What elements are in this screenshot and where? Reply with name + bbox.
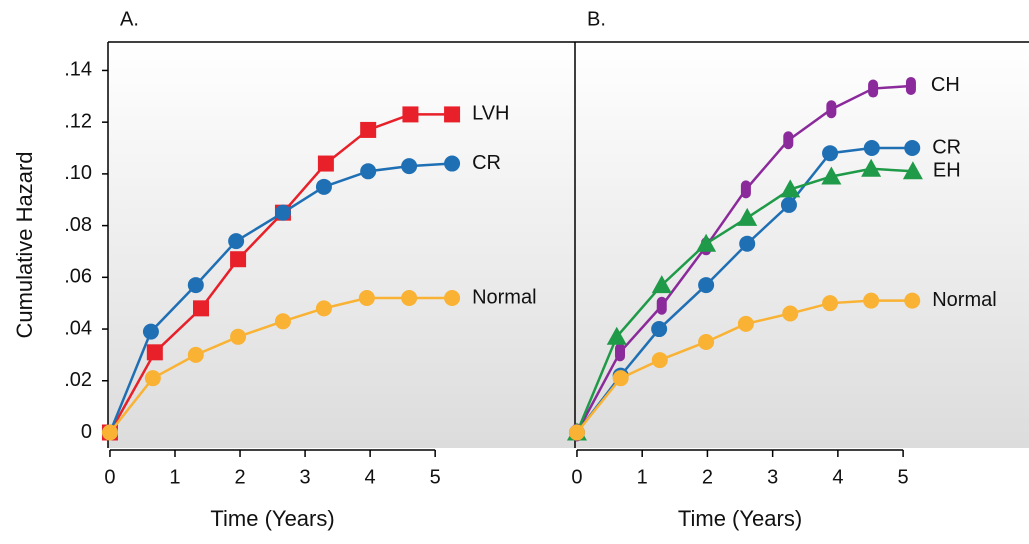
plot-background <box>108 42 575 448</box>
x-tick-label: 3 <box>300 466 311 488</box>
marker <box>737 315 754 332</box>
marker <box>739 235 756 252</box>
y-tick-label: .12 <box>64 110 92 132</box>
marker <box>144 370 161 387</box>
x-tick-label: 0 <box>571 466 582 488</box>
marker <box>698 277 715 294</box>
marker <box>230 328 247 345</box>
marker <box>783 131 794 150</box>
marker <box>615 343 626 362</box>
marker <box>230 251 247 268</box>
marker <box>274 313 291 330</box>
series-label: CR <box>932 136 961 158</box>
series-label: EH <box>933 160 961 182</box>
series: Normal <box>568 289 997 441</box>
marker <box>904 140 921 157</box>
x-tick-label: 1 <box>169 466 180 488</box>
marker <box>902 161 923 180</box>
marker <box>146 344 163 361</box>
y-tick-label: 0 <box>81 421 92 443</box>
marker <box>821 166 842 185</box>
marker <box>826 100 837 119</box>
marker <box>358 290 375 307</box>
marker <box>101 424 118 441</box>
marker <box>606 326 627 345</box>
x-axis-title: Time (Years) <box>210 506 334 531</box>
y-tick-label: .06 <box>64 266 92 288</box>
marker <box>696 233 717 252</box>
marker <box>780 179 801 198</box>
marker <box>651 321 668 338</box>
marker <box>822 145 839 162</box>
marker <box>905 76 916 95</box>
series: Normal <box>101 286 537 441</box>
x-tick-label: 5 <box>430 466 441 488</box>
marker <box>444 106 461 123</box>
series-label: LVH <box>472 103 509 125</box>
marker <box>402 106 419 123</box>
marker <box>863 292 880 309</box>
panel-title: B. <box>587 8 606 30</box>
marker <box>360 163 377 180</box>
series-label: CH <box>931 74 960 96</box>
y-tick-label: .14 <box>64 59 92 81</box>
marker <box>401 290 418 307</box>
marker <box>568 424 585 441</box>
marker <box>187 277 204 294</box>
marker <box>863 140 880 157</box>
series-label: CR <box>472 152 501 174</box>
marker <box>142 323 159 340</box>
marker <box>612 370 629 387</box>
x-tick-label: 2 <box>702 466 713 488</box>
y-tick-label: .08 <box>64 214 92 236</box>
x-tick-label: 4 <box>365 466 376 488</box>
marker <box>401 158 418 175</box>
marker <box>444 155 461 172</box>
x-axis-title: Time (Years) <box>678 506 802 531</box>
marker <box>656 296 667 315</box>
marker <box>274 204 291 221</box>
marker <box>737 207 758 226</box>
marker <box>651 275 672 294</box>
x-tick-label: 4 <box>832 466 843 488</box>
marker <box>904 292 921 309</box>
series-label: Normal <box>932 289 996 311</box>
marker <box>444 290 461 307</box>
y-tick-label: .04 <box>64 317 92 339</box>
x-tick-label: 3 <box>767 466 778 488</box>
x-tick-label: 1 <box>637 466 648 488</box>
marker <box>187 346 204 363</box>
marker <box>360 121 377 138</box>
series-label: Normal <box>472 286 536 308</box>
y-axis-title: Cumulative Hazard <box>12 151 37 338</box>
plot-background <box>575 42 1029 448</box>
marker <box>868 79 879 98</box>
marker <box>315 178 332 195</box>
x-tick-label: 0 <box>104 466 115 488</box>
marker <box>780 196 797 213</box>
y-tick-label: .02 <box>64 369 92 391</box>
marker <box>822 295 839 312</box>
x-tick-label: 5 <box>898 466 909 488</box>
marker <box>782 305 799 322</box>
marker <box>698 333 715 350</box>
y-tick-label: .10 <box>64 162 92 184</box>
panel-title: A. <box>120 8 139 30</box>
marker <box>228 233 245 250</box>
marker <box>315 300 332 317</box>
marker <box>651 352 668 369</box>
marker <box>193 300 210 317</box>
marker <box>861 158 882 177</box>
marker <box>317 155 334 172</box>
marker <box>740 180 751 199</box>
x-tick-label: 2 <box>234 466 245 488</box>
